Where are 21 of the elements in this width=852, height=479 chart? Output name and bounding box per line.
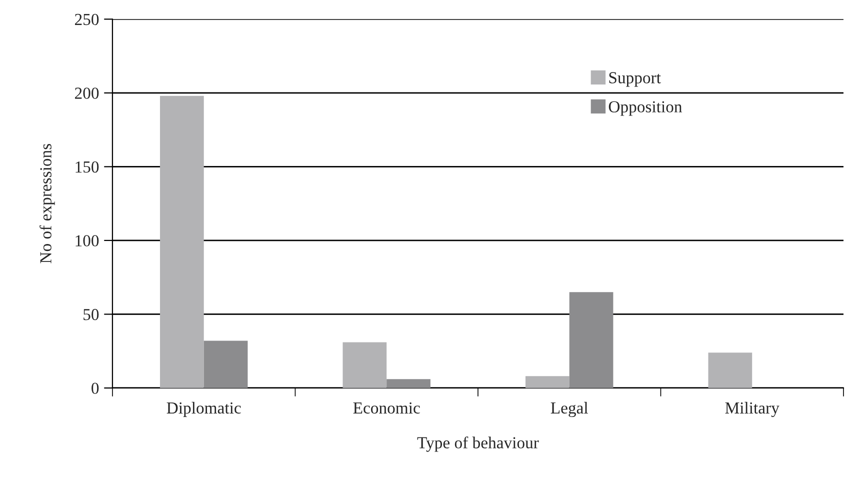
bar xyxy=(160,96,204,388)
y-tick-label: 100 xyxy=(76,235,99,246)
bar xyxy=(525,376,570,388)
y-tick-label: 150 xyxy=(76,161,99,173)
y-tick-label: 0 xyxy=(92,382,99,394)
bar xyxy=(386,379,430,388)
bar xyxy=(569,292,614,388)
legend-label: Opposition xyxy=(608,101,682,116)
x-tick-label: Diplomatic xyxy=(166,402,241,417)
bar xyxy=(204,340,248,388)
y-axis-title: No of expressions xyxy=(40,144,55,264)
x-tick-label: Legal xyxy=(550,402,588,418)
y-tick-label: 50 xyxy=(84,308,99,320)
legend-label: Support xyxy=(609,72,661,87)
y-tick-label: 200 xyxy=(75,88,99,99)
y-tick-label: 250 xyxy=(75,14,99,26)
x-tick-label: Military xyxy=(725,402,780,418)
bar xyxy=(708,352,752,388)
x-axis-title: Type of behaviour xyxy=(417,436,539,452)
bar xyxy=(342,342,387,388)
x-tick-label: Economic xyxy=(353,402,420,414)
